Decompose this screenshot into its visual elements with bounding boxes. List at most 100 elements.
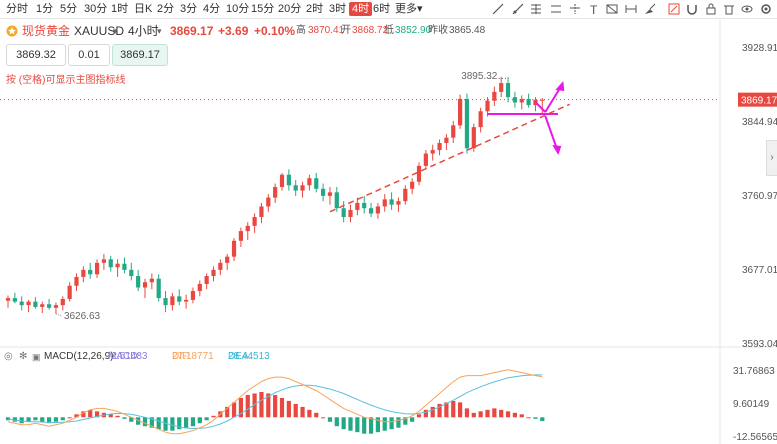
candle-body [533, 99, 538, 106]
macd-histogram-bar [40, 417, 45, 422]
timeframe-9[interactable]: 10分 [226, 3, 250, 15]
quantity-input[interactable]: 0.01 [68, 44, 110, 66]
timeframe-8[interactable]: 4分 [203, 3, 221, 15]
macd-histogram-bar [184, 417, 189, 428]
candle-body [156, 278, 161, 299]
quote-header: 现货黄金 XAUUSD ▾ 4小时 ▾ 3869.17 +3.69 +0.10%… [0, 21, 690, 41]
macd-histogram-bar [197, 417, 202, 424]
candle-body [53, 305, 59, 308]
period-dropdown-icon[interactable]: ▾ [157, 26, 162, 36]
star-icon[interactable] [6, 25, 18, 37]
sell-price-button[interactable]: 3869.32 [6, 44, 66, 66]
macd-histogram-bar [108, 414, 113, 418]
timeframe-2[interactable]: 5分 [60, 3, 78, 15]
macd-histogram-bar [60, 417, 65, 421]
fibonacci-tool-icon[interactable] [530, 3, 542, 15]
eye-icon[interactable] [741, 3, 753, 15]
price-tick-label: 3928.91 [742, 43, 777, 54]
more-label: 更多 [395, 3, 417, 15]
indicator-settings-icon[interactable]: ✻ [19, 351, 28, 362]
price-tick-label: 3677.01 [742, 265, 777, 276]
candle-body [231, 240, 237, 257]
macd-histogram-bar [115, 415, 120, 418]
timeframe-15[interactable]: 6时 [373, 3, 391, 15]
macd-histogram-bar [396, 417, 401, 428]
indicator-delete-icon[interactable]: ▣ [32, 352, 41, 362]
macd-histogram-bar [348, 417, 353, 431]
visibility-eye-icon[interactable]: ◎ [4, 351, 13, 362]
candle-body [136, 276, 141, 288]
channel-tool-icon[interactable] [569, 3, 581, 15]
candle-body [67, 285, 72, 299]
candle-body [478, 111, 483, 128]
macd-histogram-bar [101, 412, 106, 418]
timeframe-1[interactable]: 1分 [36, 3, 54, 15]
magnet-tool-icon[interactable] [686, 3, 698, 15]
low-label: 低 [384, 25, 394, 36]
period-select[interactable]: 4小时 [128, 24, 159, 38]
settings-gear-icon[interactable] [760, 3, 772, 15]
timeframe-3[interactable]: 30分 [84, 3, 108, 15]
price-tick-label: 3760.97 [742, 191, 777, 202]
timeframe-7[interactable]: 3分 [180, 3, 198, 15]
brush-tool-icon[interactable] [644, 3, 656, 15]
timeframe-14[interactable]: 4时 [349, 2, 373, 16]
dif-line [7, 369, 543, 435]
shape-tool-icon[interactable] [606, 3, 618, 15]
symbol-dropdown-icon[interactable]: ▾ [113, 26, 118, 36]
buy-price-button[interactable]: 3869.17 [112, 44, 168, 66]
macd-histogram-bar [382, 417, 387, 431]
candle-body [122, 263, 127, 270]
instrument-symbol[interactable]: XAUUSD [74, 24, 125, 38]
candle-body [300, 185, 305, 191]
price-change-pct: +0.10% [254, 24, 296, 38]
macd-histogram-bar [170, 417, 175, 431]
macd-histogram-bar [499, 409, 504, 418]
macd-histogram-bar [492, 408, 497, 418]
macd-histogram-bar [279, 397, 285, 418]
macd-histogram-bar [519, 414, 524, 418]
timeframe-6[interactable]: 2分 [157, 3, 175, 15]
timeframe-12[interactable]: 2时 [306, 3, 324, 15]
more-timeframes-button[interactable]: 更多▾ [395, 2, 423, 16]
prev-close-label: 昨收 [428, 25, 448, 36]
macd-histogram-bar [238, 397, 243, 418]
candle-body [403, 188, 408, 202]
timeframe-13[interactable]: 3时 [329, 3, 347, 15]
candle-body [190, 291, 196, 300]
macd-histogram-bar [33, 417, 38, 421]
high-value: 3870.41 [308, 25, 345, 36]
macd-histogram-bar [218, 411, 223, 418]
macd-title[interactable]: MACD(12,26,9) [44, 351, 114, 362]
measure-tool-icon[interactable] [625, 3, 637, 15]
trendline-tool-icon[interactable] [492, 3, 504, 15]
candle-body [389, 199, 394, 205]
timeframe-0[interactable]: 分时 [6, 3, 28, 15]
edit-tool-icon[interactable] [668, 3, 680, 15]
svg-text:T: T [590, 3, 598, 15]
timeframe-10[interactable]: 15分 [251, 3, 275, 15]
macd-histogram-bar [410, 417, 415, 422]
macd-histogram-bar [225, 406, 230, 418]
ray-tool-icon[interactable] [512, 3, 524, 15]
timeframe-4[interactable]: 1时 [111, 3, 129, 15]
macd-histogram-bar [341, 417, 346, 430]
candle-body [499, 83, 504, 92]
chevron-right-icon[interactable]: › [766, 140, 777, 176]
arrow-head-up [555, 80, 565, 91]
macd-histogram-bar [355, 417, 360, 433]
lock-icon[interactable] [705, 3, 717, 15]
instrument-name[interactable]: 现货黄金 [22, 24, 71, 38]
horizontal-line-tool-icon[interactable] [550, 3, 562, 15]
macd-histogram-bar [163, 417, 168, 431]
timeframe-5[interactable]: 日K [134, 3, 153, 15]
candle-body [142, 282, 148, 288]
timeframe-toolbar: 分时 1分 5分 30分 1时 日K 2分 3分 4分 10分 15分 20分 2时 3时 4时 6时 更多▾… [0, 0, 777, 19]
delete-icon[interactable] [723, 3, 735, 15]
candle-body [307, 178, 312, 186]
candle-body [362, 202, 367, 209]
text-tool-icon[interactable]: T [589, 3, 601, 15]
candle-body [314, 178, 319, 189]
timeframe-11[interactable]: 20分 [278, 3, 302, 15]
macd-histogram-bar [53, 417, 59, 422]
